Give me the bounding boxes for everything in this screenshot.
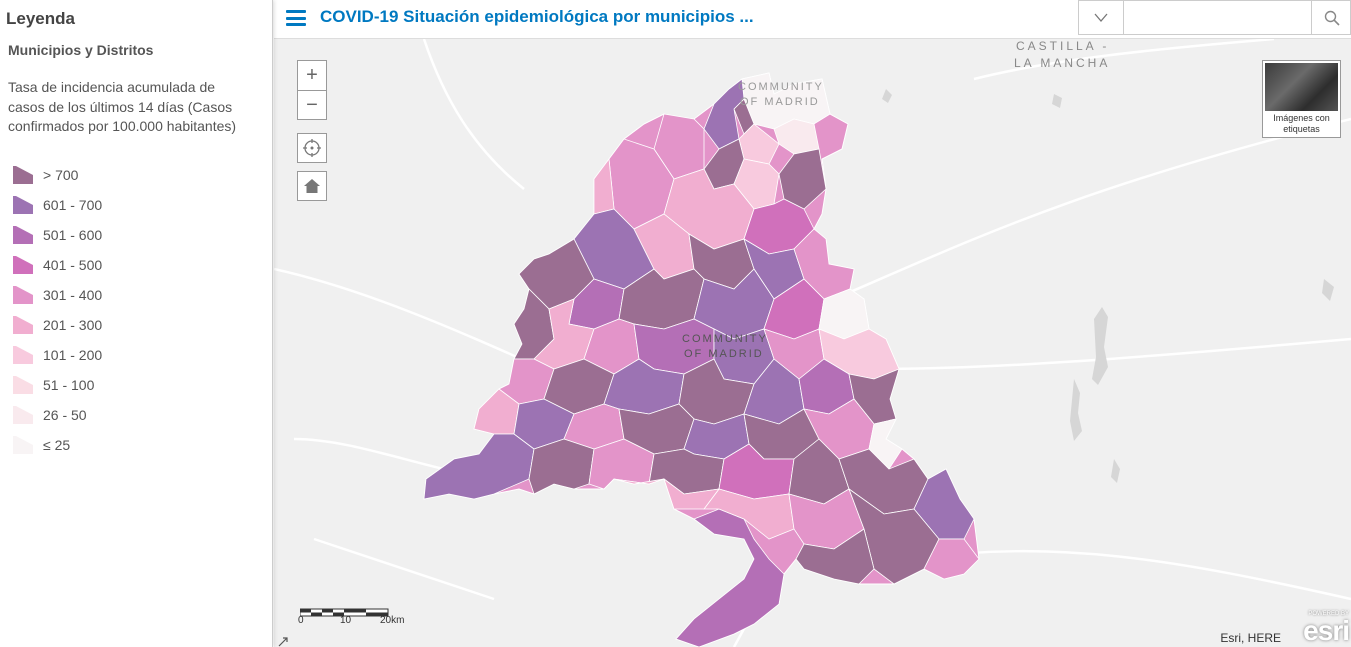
- legend-swatch: [12, 165, 34, 185]
- legend-swatch: [12, 345, 34, 365]
- basemap-toggle-label: Imágenes con etiquetas: [1273, 113, 1330, 134]
- label-community-center-1: COMMUNITY: [682, 333, 768, 345]
- legend-class-list: > 700 601 - 700 501 - 600 401 - 500 301 - 40…: [12, 160, 102, 460]
- legend-swatch: [12, 435, 34, 455]
- legend-class-label: 501 - 600: [43, 227, 103, 243]
- legend-class-item: ≤ 25: [12, 430, 102, 460]
- legend-class-label: 601 - 700: [43, 197, 103, 213]
- legend-layer-name: Municipios y Distritos: [8, 42, 154, 58]
- legend-swatch: [12, 255, 34, 275]
- legend-field-label: Tasa de incidencia acumulada de casos de…: [8, 79, 237, 134]
- basemap: [274, 39, 1351, 647]
- search-source-dropdown[interactable]: [1079, 1, 1124, 34]
- legend-class-label: 401 - 500: [43, 257, 103, 273]
- legend-class-item: 301 - 400: [12, 280, 102, 310]
- label-castilla-1: CASTILLA -: [1016, 39, 1110, 53]
- legend-class-item: 401 - 500: [12, 250, 102, 280]
- legend-swatch: [12, 195, 34, 215]
- label-community-center-2: OF MADRID: [684, 348, 764, 360]
- legend-class-item: 51 - 100: [12, 370, 102, 400]
- legend-class-item: > 700: [12, 160, 102, 190]
- basemap-thumbnail: [1265, 63, 1338, 111]
- search-icon: [1324, 10, 1340, 26]
- search-widget: [1078, 0, 1351, 35]
- search-input[interactable]: [1125, 1, 1311, 34]
- legend-class-label: 201 - 300: [43, 317, 103, 333]
- legend-title: Leyenda: [6, 9, 75, 28]
- scale-tick-0: 0: [298, 615, 304, 626]
- legend-swatch: [12, 315, 34, 335]
- locate-button[interactable]: [297, 133, 327, 163]
- legend-swatch: [12, 405, 34, 425]
- legend-class-item: 601 - 700: [12, 190, 102, 220]
- scale-tick-20: 20km: [380, 615, 405, 626]
- legend-class-label: > 700: [43, 167, 79, 183]
- hamburger-icon[interactable]: [286, 10, 306, 26]
- scale-bar: 0 10 20km: [298, 605, 404, 626]
- legend-panel: Leyenda Municipios y Distritos Tasa de i…: [0, 0, 273, 647]
- app-header: COVID-19 Situación epidemiológica por mu…: [274, 0, 1351, 39]
- resize-corner-icon[interactable]: [278, 637, 290, 647]
- legend-class-item: 501 - 600: [12, 220, 102, 250]
- label-community-north-1: COMMUNITY: [738, 81, 824, 93]
- legend-class-label: 301 - 400: [43, 287, 103, 303]
- app-title: COVID-19 Situación epidemiológica por mu…: [320, 7, 754, 26]
- legend-class-item: 201 - 300: [12, 310, 102, 340]
- map-view[interactable]: CASTILLA - LA MANCHA COMMUNITY OF MADRID…: [274, 39, 1351, 647]
- basemap-toggle[interactable]: Imágenes con etiquetas: [1262, 60, 1341, 138]
- caret-down-icon: [1094, 13, 1108, 22]
- esri-powered-by: POWERED BY: [1308, 611, 1349, 617]
- esri-name: esri: [1303, 615, 1350, 646]
- legend-class-label: 101 - 200: [43, 347, 103, 363]
- legend-swatch: [12, 225, 34, 245]
- legend-swatch: [12, 375, 34, 395]
- label-community-north-2: OF MADRID: [740, 96, 820, 108]
- label-castilla-2: LA MANCHA: [1014, 56, 1111, 70]
- home-icon: [304, 179, 320, 193]
- zoom-out-button[interactable]: −: [297, 90, 327, 120]
- map-attribution[interactable]: Esri, HERE: [1220, 631, 1281, 645]
- legend-swatch: [12, 285, 34, 305]
- home-button[interactable]: [297, 171, 327, 201]
- zoom-in-button[interactable]: +: [297, 60, 327, 90]
- legend-class-label: 26 - 50: [43, 407, 87, 423]
- locate-icon: [303, 139, 321, 157]
- legend-class-label: ≤ 25: [43, 437, 71, 453]
- search-button[interactable]: [1311, 1, 1351, 34]
- legend-class-item: 26 - 50: [12, 400, 102, 430]
- scale-tick-10: 10: [340, 615, 352, 626]
- legend-class-label: 51 - 100: [43, 377, 95, 393]
- legend-class-item: 101 - 200: [12, 340, 102, 370]
- esri-logo[interactable]: POWERED BY esri: [1287, 611, 1350, 647]
